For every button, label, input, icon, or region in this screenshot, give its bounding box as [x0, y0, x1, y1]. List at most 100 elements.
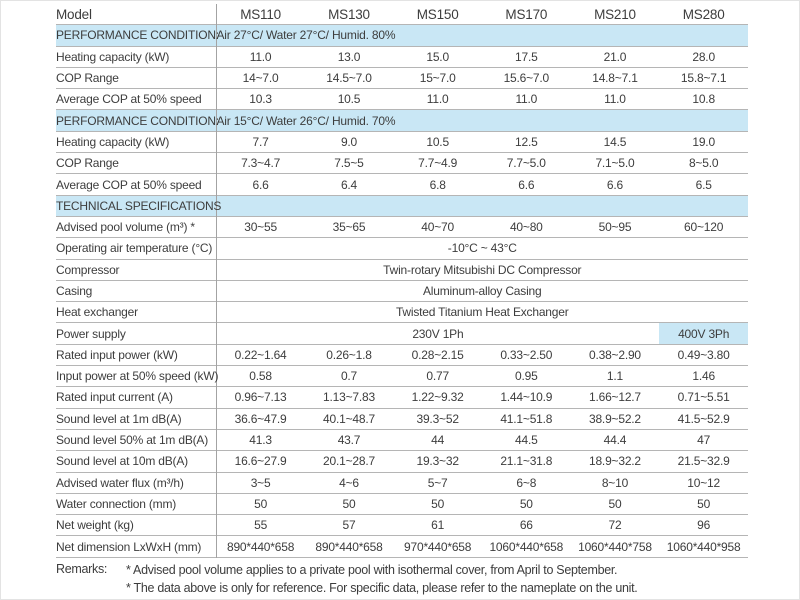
- remarks-label: Remarks:: [56, 562, 108, 576]
- cell-value: 44: [431, 433, 445, 448]
- table-row: Rated input power (kW) 0.22~1.64 0.26~1.8 0…: [56, 344, 748, 366]
- power-supply-main-value: 230V 1Ph: [215, 322, 660, 345]
- cell-value: 19.0: [692, 134, 715, 149]
- cell-value: 14~7.0: [215, 67, 305, 89]
- cell-value: 6.6: [518, 177, 535, 192]
- section-label: PERFORMANCE CONDITION:: [56, 109, 219, 132]
- cell-value: 7.1~5.0: [595, 156, 635, 171]
- cell-value: 1.44~10.9: [500, 390, 553, 405]
- cell-value: 10.3: [215, 88, 305, 110]
- cell-value: 13.0: [337, 49, 361, 64]
- remarks: Remarks: * Advised pool volume applies t…: [56, 562, 638, 597]
- cell-value: 28.0: [692, 49, 715, 64]
- cell-value: 40~80: [509, 220, 543, 235]
- cell-value: 57: [342, 518, 356, 533]
- cell-value: 15.6~7.0: [503, 71, 550, 86]
- cell-value: 66: [519, 518, 533, 533]
- cell-value: 50: [697, 496, 711, 511]
- table-row: Rated input current (A) 0.96~7.13 1.13~7.8…: [56, 386, 748, 409]
- shared-value: -10°C ~ 43°C: [215, 237, 748, 260]
- remark-line: * The data above is only for reference. …: [126, 580, 638, 595]
- cell-value: 14.8~7.1: [592, 71, 638, 86]
- row-label: Sound level 50% at 1m dB(A): [56, 433, 209, 448]
- remarks-lines: * Advised pool volume applies to a priva…: [126, 562, 638, 597]
- cell-value: 0.96~7.13: [215, 386, 305, 409]
- cell-value: 21.1~31.8: [500, 454, 553, 469]
- row-label: Heating capacity (kW): [56, 134, 170, 149]
- cell-value: 10.5: [426, 134, 449, 149]
- cell-value: 47: [697, 433, 711, 448]
- cell-value: 0.28~2.15: [411, 347, 464, 362]
- section-condition-value: [215, 195, 748, 217]
- table-row: PERFORMANCE CONDITION: Air 27°C/ Water 27…: [56, 24, 748, 47]
- cell-value: 15~7.0: [419, 71, 456, 86]
- table-row: Advised pool volume (m³) * 30~55 35~65 40~7…: [56, 216, 748, 238]
- cell-value: 41.1~51.8: [500, 411, 553, 426]
- cell-value: 40.1~48.7: [323, 411, 375, 426]
- row-label: Casing: [56, 284, 93, 298]
- row-label: Sound level at 10m dB(A): [56, 454, 188, 469]
- table-row: Water connection (mm) 50 50 50 50 50 50: [56, 493, 748, 515]
- row-label: Average COP at 50% speed: [56, 177, 202, 192]
- cell-value: 7.7~4.9: [418, 156, 458, 171]
- cell-value: 6.6: [215, 173, 305, 196]
- cell-value: 44.4: [603, 433, 627, 448]
- cell-value: 50: [215, 493, 305, 515]
- cell-value: 11.0: [426, 92, 449, 107]
- table-row: Casing Aluminum-alloy Casing: [56, 280, 748, 302]
- cell-value: 61: [431, 518, 445, 533]
- cell-value: 50~95: [598, 220, 632, 235]
- cell-value: 7.7: [215, 131, 305, 153]
- cell-value: 17.5: [515, 49, 538, 64]
- cell-value: 890*440*658: [315, 539, 383, 554]
- cell-value: 43.7: [337, 433, 361, 448]
- cell-value: 21.0: [603, 49, 627, 64]
- cell-value: 1.22~9.32: [411, 390, 464, 405]
- cell-value: 39.3~52: [416, 411, 459, 426]
- cell-value: 1060*440*958: [666, 539, 741, 554]
- cell-value: 10.5: [337, 92, 361, 107]
- table-row: PERFORMANCE CONDITION: Air 15°C/ Water 26…: [56, 109, 748, 132]
- cell-value: 10~12: [687, 475, 720, 490]
- cell-value: 21.5~32.9: [677, 454, 730, 469]
- shared-value: Twisted Titanium Heat Exchanger: [215, 301, 748, 323]
- row-label: Power supply: [56, 326, 126, 341]
- row-label: Water connection (mm): [56, 496, 177, 511]
- cell-value: 19.3~32: [416, 454, 459, 469]
- cell-value: 11.0: [215, 46, 305, 68]
- row-label: Average COP at 50% speed: [56, 92, 202, 107]
- model-header-label: Model: [56, 6, 92, 22]
- spec-table: Model MS110 MS130 MS150 MS170 MS210 MS280 PERFO…: [56, 4, 748, 558]
- cell-value: 50: [342, 496, 356, 511]
- cell-value: 8~5.0: [688, 156, 719, 171]
- cell-value: 7.7~5.0: [506, 156, 546, 171]
- row-label: Net dimension LxWxH (mm): [56, 539, 202, 554]
- model-name: MS110: [215, 4, 305, 25]
- table-row: Operating air temperature (°C) -10°C ~ 43…: [56, 237, 748, 260]
- table-row: Heat exchanger Twisted Titanium Heat Exch…: [56, 301, 748, 323]
- cell-value: 9.0: [340, 134, 358, 149]
- table-row: Sound level 50% at 1m dB(A) 41.3 43.7 44 44.…: [56, 429, 748, 451]
- cell-value: 6.5: [695, 177, 712, 192]
- table-row: TECHNICAL SPECIFICATIONS: [56, 195, 748, 217]
- cell-value: 15.0: [426, 49, 449, 64]
- cell-value: 41.3: [215, 429, 305, 451]
- row-label: Net weight (kg): [56, 518, 134, 533]
- section-label: TECHNICAL SPECIFICATIONS: [56, 195, 221, 217]
- cell-value: 6.6: [606, 177, 623, 192]
- table-row: Average COP at 50% speed 10.3 10.5 11.0 11.0…: [56, 88, 748, 110]
- cell-value: 0.38~2.90: [588, 347, 641, 362]
- cell-value: 15.8~7.1: [680, 71, 727, 86]
- cell-value: 1.13~7.83: [323, 390, 375, 405]
- cell-value: 1.1: [606, 369, 623, 384]
- row-label: COP Range: [56, 156, 119, 171]
- table-row: COP Range 7.3~4.7 7.5~5 7.7~4.9 7.7~5.0 7.1~5…: [56, 152, 748, 174]
- power-supply-highlight-value: 400V 3Ph: [659, 322, 748, 345]
- cell-value: 6.4: [340, 177, 358, 192]
- model-header-row: Model MS110 MS130 MS150 MS170 MS210 MS280: [56, 4, 748, 25]
- cell-value: 18.9~32.2: [588, 454, 641, 469]
- section-label: PERFORMANCE CONDITION:: [56, 24, 219, 47]
- cell-value: 0.58: [215, 365, 305, 387]
- row-label: COP Range: [56, 71, 119, 86]
